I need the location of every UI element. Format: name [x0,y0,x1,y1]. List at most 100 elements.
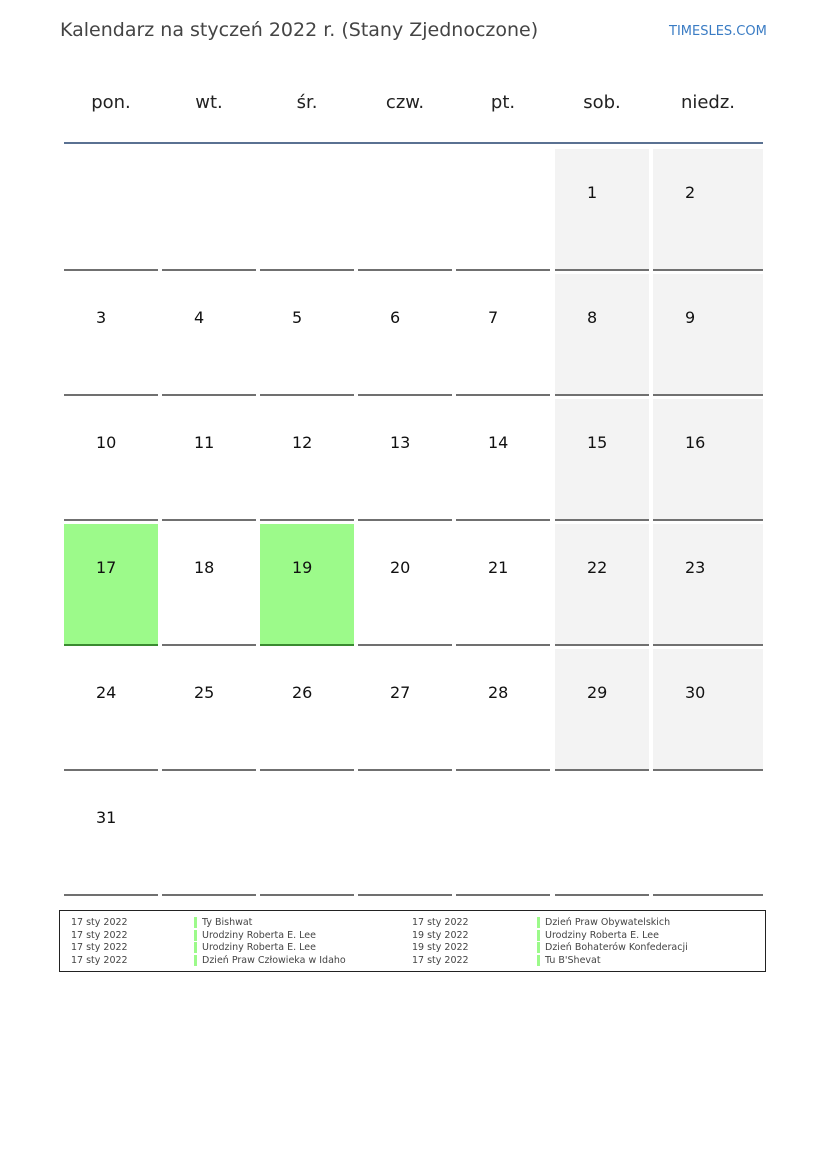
day-number: 12 [292,433,313,452]
day-cell[interactable]: 16 [653,399,763,521]
day-number: 13 [390,433,411,452]
day-number: 27 [390,683,411,702]
day-cell[interactable]: 7 [456,274,550,396]
day-number: 23 [685,558,706,577]
holiday-date: 17 sty 2022 [71,917,128,928]
holiday-name: Urodziny Roberta E. Lee [545,929,659,941]
day-cell[interactable]: 26 [260,649,354,771]
day-cell[interactable]: 5 [260,274,354,396]
day-number: 28 [488,683,509,702]
holiday-marker [537,917,540,928]
day-cell[interactable]: 1 [555,149,649,271]
day-cell[interactable]: 31 [64,774,158,896]
holiday-date: 17 sty 2022 [71,954,128,966]
weekday-header: czw. [385,92,425,113]
day-cell[interactable]: 29 [555,649,649,771]
header-divider [64,142,763,144]
holiday-name: Urodziny Roberta E. Lee [202,929,316,941]
day-number: 1 [587,183,598,202]
day-cell[interactable]: 18 [162,524,256,646]
page-title: Kalendarz na styczeń 2022 r. (Stany Zjed… [60,19,539,41]
day-cell [653,774,763,896]
day-number: 20 [390,558,411,577]
day-number: 7 [488,308,499,327]
day-cell[interactable]: 10 [64,399,158,521]
holiday-marker [194,929,197,941]
weekday-header: pon. [91,92,131,113]
day-number: 31 [96,808,117,827]
holiday-name: Ty Bishwat [202,917,253,928]
day-cell [456,774,550,896]
holiday-marker [537,954,540,966]
day-cell[interactable]: 27 [358,649,452,771]
day-cell[interactable]: 4 [162,274,256,396]
holiday-name: Dzień Praw Człowieka w Idaho [202,954,346,966]
weekday-header: niedz. [680,92,736,113]
day-number: 22 [587,558,608,577]
holiday-name: Dzień Bohaterów Konfederacji [545,942,688,953]
day-cell[interactable]: 17 [64,524,158,646]
weekday-header: śr. [296,92,318,113]
day-cell[interactable]: 3 [64,274,158,396]
day-cell[interactable]: 2 [653,149,763,271]
day-cell [456,149,550,271]
day-number: 30 [685,683,706,702]
day-cell[interactable]: 30 [653,649,763,771]
day-cell [358,774,452,896]
day-cell[interactable]: 24 [64,649,158,771]
day-cell[interactable]: 9 [653,274,763,396]
day-cell[interactable]: 23 [653,524,763,646]
day-number: 4 [194,308,205,327]
day-cell[interactable]: 28 [456,649,550,771]
holiday-name: Urodziny Roberta E. Lee [202,942,316,953]
holiday-marker [194,942,197,953]
day-cell[interactable]: 6 [358,274,452,396]
weekday-header: pt. [490,92,516,113]
holiday-name: Dzień Praw Obywatelskich [545,917,671,928]
day-number: 16 [685,433,706,452]
day-cell[interactable]: 22 [555,524,649,646]
day-number: 18 [194,558,215,577]
day-number: 29 [587,683,608,702]
day-cell [162,149,256,271]
day-cell[interactable]: 25 [162,649,256,771]
weekday-header: sob. [583,92,621,113]
day-number: 17 [96,558,117,577]
day-number: 24 [96,683,117,702]
day-cell [555,774,649,896]
day-cell[interactable]: 21 [456,524,550,646]
day-number: 14 [488,433,509,452]
holiday-date: 19 sty 2022 [412,942,469,953]
day-cell [358,149,452,271]
holiday-date: 17 sty 2022 [412,954,469,966]
day-cell [260,774,354,896]
day-number: 5 [292,308,303,327]
day-number: 2 [685,183,696,202]
weekday-header: wt. [195,92,223,113]
holiday-marker [194,954,197,966]
day-cell[interactable]: 19 [260,524,354,646]
day-cell [162,774,256,896]
day-number: 3 [96,308,107,327]
holiday-legend: 17 sty 2022 Ty Bishwat 17 sty 2022 Urodziny… [59,910,766,972]
day-number: 26 [292,683,313,702]
day-number: 6 [390,308,401,327]
day-number: 11 [194,433,215,452]
holiday-marker [194,917,197,928]
day-cell [64,149,158,271]
day-cell[interactable]: 20 [358,524,452,646]
day-cell[interactable]: 12 [260,399,354,521]
day-number: 15 [587,433,608,452]
day-number: 21 [488,558,509,577]
day-cell[interactable]: 13 [358,399,452,521]
brand-link[interactable]: TIMESLES.COM [669,24,767,39]
day-number: 8 [587,308,598,327]
day-cell[interactable]: 8 [555,274,649,396]
holiday-marker [537,929,540,941]
day-cell[interactable]: 11 [162,399,256,521]
day-cell[interactable]: 15 [555,399,649,521]
day-number: 10 [96,433,117,452]
holiday-name: Tu B'Shevat [545,954,601,966]
day-cell[interactable]: 14 [456,399,550,521]
